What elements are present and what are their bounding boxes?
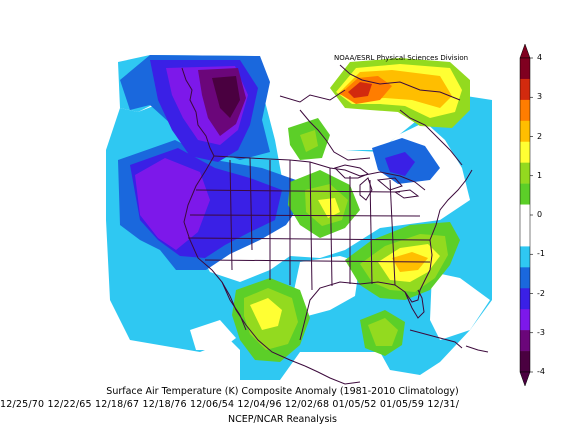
colorbar-segment bbox=[520, 246, 530, 268]
colorbar-top-arrow bbox=[519, 43, 531, 59]
colorbar-tick-label: -2 bbox=[537, 288, 545, 298]
colorbar-segment bbox=[520, 99, 530, 122]
colorbar-segment bbox=[520, 162, 530, 184]
colorbar-bottom-arrow bbox=[519, 371, 531, 387]
data-source: NCEP/NCAR Reanalysis bbox=[227, 414, 337, 425]
colorbar-segment bbox=[520, 204, 530, 226]
credit-label: NOAA/ESRL Physical Sciences Division bbox=[334, 54, 469, 62]
colorbar-tick-label: 1 bbox=[537, 170, 543, 180]
colorbar-tick-label: 3 bbox=[537, 92, 543, 102]
colorbar-segment bbox=[520, 288, 530, 310]
colorbar-segment bbox=[520, 267, 530, 289]
colorbar-tick-label: 2 bbox=[537, 131, 543, 141]
colorbar-segment bbox=[520, 330, 530, 352]
anomaly-field bbox=[106, 55, 492, 380]
composite-dates: 12/25/70 12/22/65 12/18/67 12/18/76 12/0… bbox=[0, 399, 460, 410]
colorbar-segment bbox=[520, 309, 530, 331]
colorbar-segment bbox=[520, 78, 530, 101]
colorbar-segment bbox=[520, 351, 530, 373]
colorbar-segment bbox=[520, 141, 530, 163]
colorbar-tick-label: -1 bbox=[537, 249, 545, 259]
map-title: Surface Air Temperature (K) Composite An… bbox=[106, 386, 459, 397]
colorbar-segment bbox=[520, 58, 530, 80]
colorbar-segment bbox=[520, 120, 530, 143]
colorbar-segment bbox=[520, 183, 530, 205]
colorbar bbox=[519, 43, 533, 387]
colorbar-tick-label: -4 bbox=[537, 367, 545, 376]
colorbar-tick-label: 4 bbox=[537, 53, 543, 62]
colorbar-tick-label: -3 bbox=[537, 327, 545, 337]
boundary-lines bbox=[181, 64, 489, 385]
colorbar-segment bbox=[520, 225, 530, 247]
colorbar-tick-label: 0 bbox=[537, 210, 543, 219]
